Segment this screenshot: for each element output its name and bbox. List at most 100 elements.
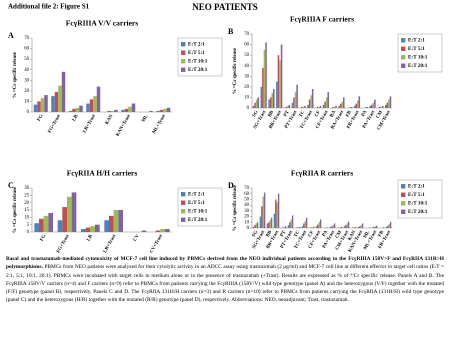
y-tick-label: 20: [24, 89, 29, 94]
figure-title: NEO PATIENTS: [192, 2, 257, 12]
x-tick-label: PA: [322, 230, 330, 238]
bar: [54, 91, 59, 112]
y-tick-label: 30: [244, 209, 249, 214]
bar: [275, 199, 277, 228]
bar: [341, 101, 343, 108]
bar: [86, 103, 90, 112]
bar: [282, 227, 284, 228]
legend-swatch: [181, 50, 186, 55]
y-tick-label: 10: [244, 220, 249, 225]
bar: [347, 221, 350, 228]
y-tick-label: 40: [244, 203, 249, 208]
x-tick-label: ML: [141, 114, 149, 123]
bar: [317, 224, 319, 228]
legend-box: [177, 187, 223, 227]
x-tick-label: FG+Trast: [47, 114, 62, 134]
bar: [290, 219, 292, 228]
y-tick-label: 70: [244, 32, 249, 37]
bar: [339, 227, 341, 228]
bar: [58, 85, 62, 112]
bar: [333, 106, 336, 108]
x-tick-label: LR+Trast: [103, 234, 118, 254]
bar: [280, 44, 283, 108]
bar: [338, 105, 340, 108]
y-axis-label: % ⁵¹Cr specific release: [12, 52, 18, 98]
bar: [331, 226, 333, 228]
x-tick-label: LR: [86, 234, 94, 243]
bar: [293, 97, 295, 108]
x-tick-label: KAN+Trast: [115, 114, 132, 138]
x-tick-label: SG: [252, 230, 260, 238]
legend-label: E:T 10:1: [408, 200, 428, 206]
bar: [71, 192, 77, 232]
caption: Basal and trastuzumab-mediated cytotoxic…: [6, 255, 444, 305]
bar: [67, 196, 72, 232]
legend-label: E:T 10:1: [188, 58, 208, 64]
legend-swatch: [181, 217, 186, 222]
bar: [159, 109, 164, 112]
bar: [276, 81, 278, 108]
bar: [335, 105, 337, 108]
x-tick-label: FG+Trast: [56, 234, 71, 254]
bar: [287, 225, 290, 228]
bar: [273, 88, 275, 108]
y-tick-label: 40: [244, 64, 249, 69]
x-tick-label: CM: [335, 230, 344, 240]
bar: [304, 105, 306, 108]
y-tick-label: 20: [244, 85, 249, 90]
bar: [254, 102, 256, 108]
bar: [329, 226, 332, 228]
bar: [291, 102, 294, 108]
legend-swatch: [401, 201, 406, 206]
bar: [254, 225, 256, 228]
bar: [350, 106, 353, 108]
bar: [361, 223, 364, 228]
legend-swatch: [401, 38, 406, 43]
bar: [291, 215, 294, 228]
y-axis-label: % ⁵¹Cr specific release: [232, 48, 238, 94]
bar: [34, 223, 39, 232]
bar: [311, 88, 314, 108]
y-tick-label: 10: [24, 100, 29, 105]
legend-box: [397, 179, 443, 219]
bar: [279, 60, 281, 108]
bar: [349, 106, 351, 108]
legend-label: E:T 2:1: [188, 191, 205, 197]
x-tick-label: KAN: [105, 114, 115, 126]
bar: [369, 105, 371, 108]
bar: [284, 226, 287, 228]
bar: [357, 226, 360, 228]
bar: [372, 102, 375, 108]
legend-label: E:T 5:1: [408, 192, 425, 198]
bar: [89, 99, 94, 112]
bar: [287, 105, 289, 108]
bar: [352, 227, 354, 228]
bar: [104, 220, 109, 232]
bar: [294, 92, 297, 108]
y-axis-label: % ⁵¹Cr specific release: [12, 187, 18, 233]
bar: [277, 193, 280, 228]
bar: [324, 101, 326, 108]
x-tick-label: ML+Trast: [152, 114, 167, 135]
bar: [332, 225, 334, 228]
bar: [360, 225, 362, 228]
panel-letter: A: [8, 31, 14, 40]
bar: [114, 109, 118, 112]
bar: [339, 103, 342, 108]
bar: [261, 206, 263, 228]
y-tick-label: 5: [27, 223, 30, 228]
bar: [90, 226, 95, 232]
bar: [252, 226, 255, 228]
legend-swatch: [401, 46, 406, 51]
bar: [265, 42, 267, 109]
legend-label: E:T 2:1: [408, 37, 425, 43]
legend-swatch: [181, 59, 186, 64]
bar: [371, 227, 374, 228]
legend-swatch: [401, 192, 406, 197]
bar: [259, 216, 262, 228]
bar: [255, 223, 257, 228]
legend-swatch: [401, 209, 406, 214]
y-tick-label: 0: [247, 106, 250, 111]
y-tick-label: 10: [24, 215, 29, 220]
bar: [385, 226, 388, 228]
